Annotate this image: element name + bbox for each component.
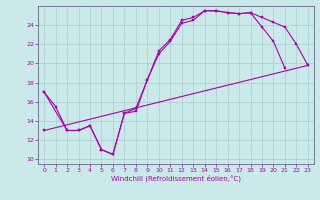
X-axis label: Windchill (Refroidissement éolien,°C): Windchill (Refroidissement éolien,°C): [111, 175, 241, 182]
